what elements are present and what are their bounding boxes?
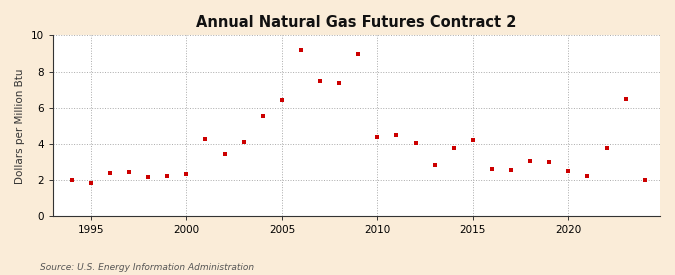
Point: [315, 79, 325, 84]
Point: [524, 159, 535, 163]
Point: [620, 97, 631, 101]
Point: [582, 174, 593, 179]
Point: [124, 170, 134, 174]
Point: [410, 141, 421, 145]
Y-axis label: Dollars per Million Btu: Dollars per Million Btu: [15, 68, 25, 183]
Point: [506, 167, 516, 172]
Point: [448, 146, 459, 150]
Point: [181, 172, 192, 177]
Point: [200, 137, 211, 141]
Point: [639, 177, 650, 182]
Point: [372, 135, 383, 139]
Point: [143, 175, 154, 179]
Point: [391, 133, 402, 138]
Point: [277, 98, 288, 103]
Point: [544, 160, 555, 164]
Point: [105, 171, 115, 175]
Point: [66, 177, 77, 182]
Point: [429, 163, 440, 167]
Text: Source: U.S. Energy Information Administration: Source: U.S. Energy Information Administ…: [40, 263, 254, 272]
Point: [238, 140, 249, 145]
Point: [333, 81, 344, 86]
Point: [601, 146, 612, 150]
Point: [162, 173, 173, 178]
Point: [468, 138, 479, 142]
Point: [487, 166, 497, 171]
Point: [353, 52, 364, 57]
Point: [296, 48, 306, 52]
Point: [219, 152, 230, 156]
Point: [86, 181, 97, 186]
Point: [563, 169, 574, 174]
Title: Annual Natural Gas Futures Contract 2: Annual Natural Gas Futures Contract 2: [196, 15, 516, 30]
Point: [257, 114, 268, 118]
